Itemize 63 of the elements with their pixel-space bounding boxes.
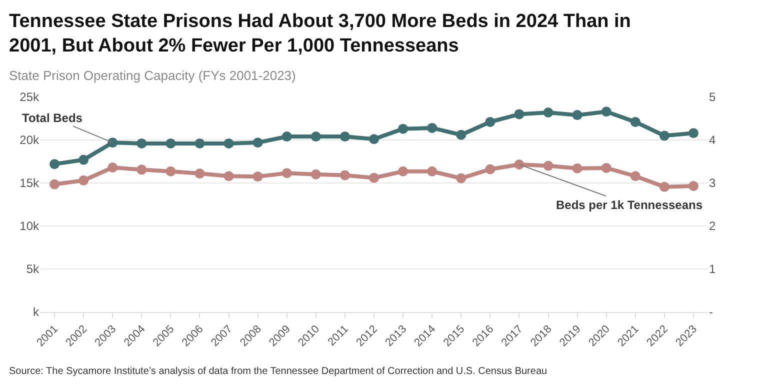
point	[194, 168, 205, 179]
y-tick-label: 15k	[20, 176, 40, 190]
point	[340, 132, 350, 142]
chart-subtitle: State Prison Operating Capacity (FYs 2001-2023)	[9, 68, 296, 83]
point	[456, 130, 466, 140]
y2-tick-label: 3	[709, 176, 716, 190]
point	[194, 138, 205, 148]
point	[340, 170, 350, 180]
y2-tick-label: -	[709, 305, 713, 320]
y2-tick-label: 2	[709, 219, 716, 234]
point	[136, 164, 147, 175]
series-label: Beds per 1k Tennesseans	[556, 198, 703, 212]
source-note: Source: The Sycamore Institute’s analysis of data from the Tennessee Department of Correction and U.S. Census Bureau	[9, 366, 548, 377]
y-tick-label: 10k	[20, 219, 40, 234]
point	[456, 173, 466, 184]
point	[252, 172, 263, 182]
point	[543, 107, 554, 118]
point	[369, 134, 379, 144]
point	[514, 109, 524, 120]
point	[50, 179, 60, 190]
point	[252, 138, 263, 148]
point	[659, 182, 670, 192]
point	[166, 166, 176, 176]
point	[398, 124, 408, 134]
point	[572, 110, 582, 120]
point	[78, 154, 89, 165]
y2-tick-label: 5	[709, 90, 716, 104]
point	[688, 128, 698, 138]
y2-tick-label: 4	[709, 133, 716, 148]
point	[108, 138, 118, 148]
point	[224, 171, 234, 182]
point	[601, 162, 612, 173]
point	[282, 132, 292, 142]
point	[310, 169, 321, 180]
point	[630, 171, 640, 182]
chart-title: Tennessee State Prisons Had About 3,700 More Beds in 2024 Than in 2001, But About 2% Fewer Per 1,000 Tennesseans	[9, 11, 631, 57]
point	[50, 159, 60, 170]
y-tick-label: k	[33, 305, 40, 320]
point	[369, 172, 379, 183]
point	[659, 130, 670, 141]
point	[485, 116, 496, 127]
point	[78, 175, 89, 186]
point	[485, 164, 496, 174]
point	[427, 122, 438, 133]
point	[427, 166, 438, 176]
y-tick-label: 5k	[26, 262, 40, 276]
point	[572, 163, 582, 174]
point	[543, 160, 554, 171]
point	[108, 162, 118, 173]
text: Total Beds	[22, 111, 83, 125]
y2-tick-label: 1	[709, 262, 716, 276]
point	[282, 168, 292, 178]
point	[224, 138, 234, 148]
point	[601, 106, 612, 117]
point	[514, 160, 524, 170]
point	[630, 116, 640, 127]
y-tick-label: 25k	[20, 90, 40, 104]
point	[398, 166, 408, 176]
y-tick-label: 20k	[20, 133, 40, 148]
point	[166, 138, 176, 148]
point	[688, 181, 698, 192]
point	[310, 132, 321, 142]
point	[136, 138, 147, 148]
